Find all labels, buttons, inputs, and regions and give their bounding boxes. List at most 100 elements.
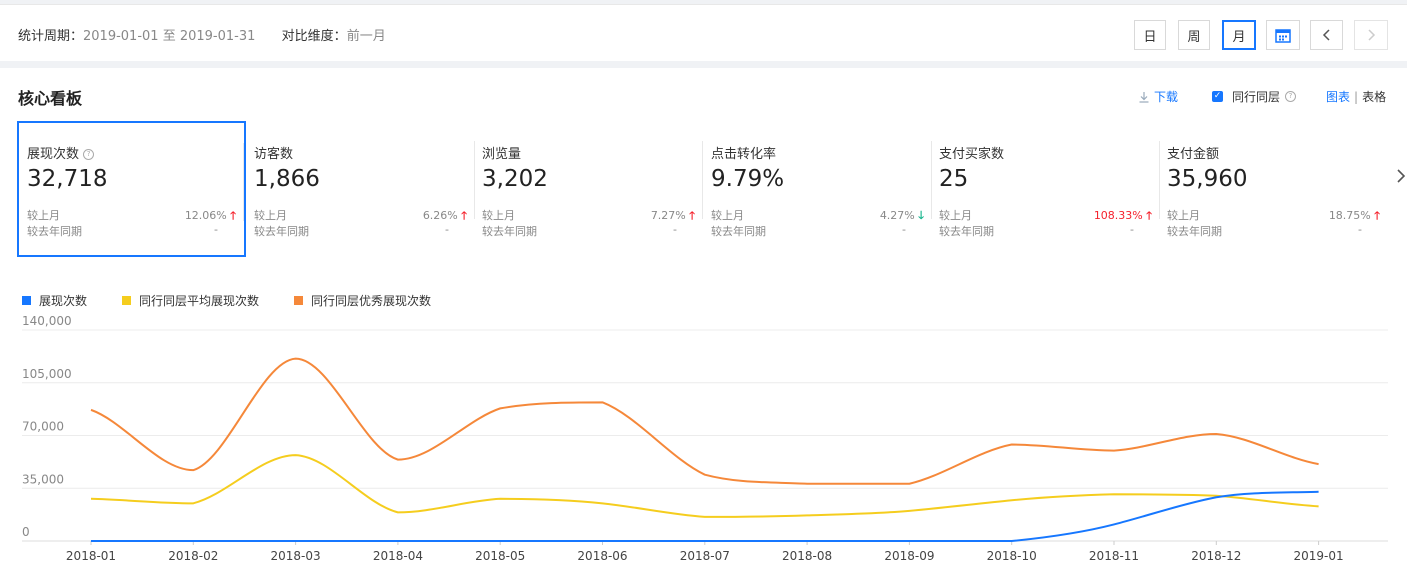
metric-value: 25 <box>939 166 969 192</box>
metric-value: 9.79% <box>711 166 785 192</box>
download-label: 下载 <box>1154 90 1179 104</box>
view-separator: | <box>1354 89 1359 104</box>
week-label: 周 <box>1187 29 1201 45</box>
yoy-label: 较去年同期 <box>1167 225 1222 238</box>
y-tick-label: 140,000 <box>22 314 72 328</box>
legend-label: 展现次数 <box>39 294 88 308</box>
compare-label: 对比维度： <box>281 29 347 44</box>
card-divider <box>474 141 475 219</box>
yoy-change: - <box>673 223 677 236</box>
prev-period-button[interactable] <box>1310 20 1343 50</box>
mom-change: 4.27% 🡓 <box>880 207 924 226</box>
metric-card[interactable]: 点击转化率 9.79% 较上月较去年同期 4.27% 🡓 - <box>703 121 932 257</box>
metric-card[interactable]: 展现次数 ? 32,718 较上月 较去年同期 12.06% 🡑 - <box>17 121 246 257</box>
metric-name-text: 浏览量 <box>482 147 522 162</box>
metric-value: 3,202 <box>482 166 548 192</box>
card-divider <box>702 141 703 219</box>
x-tick-label: 2018-08 <box>782 549 832 563</box>
metric-name: 访客数 <box>254 143 293 162</box>
view-chart-tab[interactable]: 图表 <box>1326 90 1351 104</box>
metric-name: 支付买家数 <box>939 143 1004 162</box>
legend-item[interactable]: 展现次数 <box>22 292 87 309</box>
mom-label: 较上月 <box>711 209 744 222</box>
arrow-up-icon: 🡑 <box>1146 209 1152 222</box>
mom-label: 较上月 <box>482 209 515 222</box>
next-metrics-button[interactable] <box>1396 168 1406 189</box>
mom-label: 较上月 <box>939 209 972 222</box>
metric-card[interactable]: 支付金额 35,960 较上月 较去年同期 18.75% 🡑 - <box>1159 121 1388 257</box>
x-tick-label: 2018-03 <box>271 549 321 563</box>
y-tick-label: 35,000 <box>22 472 64 486</box>
metric-name-text: 点击转化率 <box>711 147 777 162</box>
week-button[interactable]: 周 <box>1178 20 1210 50</box>
mom-change: 18.75% 🡑 <box>1329 207 1380 226</box>
compare-value: 前一月 <box>346 29 386 44</box>
yoy-change: - <box>214 223 218 236</box>
calendar-button[interactable] <box>1266 20 1300 50</box>
card-divider <box>931 141 932 219</box>
yoy-label: 较去年同期 <box>711 225 766 238</box>
series-line-2 <box>90 357 1319 485</box>
metric-name-text: 访客数 <box>254 147 294 162</box>
series-line-1 <box>90 454 1319 518</box>
arrow-up-icon: 🡑 <box>461 209 467 222</box>
view-table-tab[interactable]: 表格 <box>1362 90 1387 104</box>
x-tick-label: 2018-05 <box>475 549 525 563</box>
day-label: 日 <box>1143 29 1157 45</box>
download-icon <box>1139 91 1149 103</box>
mom-change-value: 6.26% <box>422 209 458 222</box>
chevron-right-icon <box>1368 29 1376 41</box>
metric-value: 32,718 <box>27 166 108 192</box>
impressions-line-chart: 0 35,000 70,000 105,000 140,000 2018-01 2018-0… <box>22 314 1388 563</box>
metric-card[interactable]: 支付买家数 25 较上月 较去年同期 108.33% 🡑 - <box>931 121 1160 257</box>
x-tick-label: 2018-10 <box>987 549 1037 563</box>
period-label: 统计周期： <box>18 29 84 44</box>
board-title: 核心看板 <box>18 89 83 108</box>
metric-card[interactable]: 浏览量 3,202 较上月较去年同期 7.27% 🡑 - <box>474 121 703 257</box>
mom-change: 12.06% 🡑 <box>185 207 236 226</box>
metric-name-text: 支付金额 <box>1167 147 1220 162</box>
mom-change-value: 7.27% <box>650 209 686 222</box>
x-tick-label: 2018-04 <box>373 549 423 563</box>
legend-swatch <box>22 296 31 305</box>
x-tick-label: 2018-02 <box>168 549 218 563</box>
yoy-change: - <box>1358 223 1362 236</box>
x-tick-label: 2018-09 <box>884 549 934 563</box>
yoy-label: 较去年同期 <box>939 225 994 238</box>
yoy-change: - <box>902 223 906 236</box>
core-board-panel: 核心看板 下载 ✓ 同行同层 ? 图表 | 表格 展现次数 ? 32,718 较上月… <box>0 68 1407 568</box>
legend-item[interactable]: 同行同层平均展现次数 <box>122 292 259 309</box>
download-button[interactable]: 下载 <box>1138 88 1178 105</box>
yoy-change: - <box>445 223 449 236</box>
mom-label: 较上月 <box>254 209 287 222</box>
help-icon[interactable]: ? <box>1285 91 1297 102</box>
metric-name: 支付金额 <box>1167 143 1219 162</box>
arrow-down-icon: 🡓 <box>918 209 924 222</box>
legend-swatch <box>122 296 131 305</box>
mom-change-value: 108.33% <box>1093 209 1143 222</box>
day-button[interactable]: 日 <box>1134 20 1166 50</box>
x-tick-label: 2018-01 <box>66 549 116 563</box>
metric-name-text: 展现次数 <box>27 147 80 162</box>
mom-change: 7.27% 🡑 <box>651 207 695 226</box>
month-button[interactable]: 月 <box>1222 20 1256 50</box>
peer-toggle[interactable]: ✓ 同行同层 ? <box>1212 88 1297 105</box>
month-label: 月 <box>1232 29 1246 45</box>
legend-label: 同行同层平均展现次数 <box>139 294 260 308</box>
view-switch: 图表 | 表格 <box>1326 88 1386 105</box>
x-tick-label: 2019-01 <box>1294 549 1344 563</box>
peer-label: 同行同层 <box>1232 90 1281 104</box>
y-tick-label: 70,000 <box>22 420 64 434</box>
metric-name: 浏览量 <box>482 143 521 162</box>
mom-change-value: 4.27% <box>879 209 915 222</box>
legend-item[interactable]: 同行同层优秀展现次数 <box>294 292 431 309</box>
help-icon[interactable]: ? <box>83 149 95 160</box>
peer-checkbox[interactable]: ✓ <box>1212 91 1223 102</box>
yoy-label: 较去年同期 <box>482 225 537 238</box>
mom-label: 较上月 <box>27 209 60 222</box>
chevron-right-icon <box>1397 169 1406 183</box>
next-period-button[interactable] <box>1354 20 1388 50</box>
card-divider <box>1159 141 1160 219</box>
x-tick-label: 2018-12 <box>1191 549 1241 563</box>
metric-card[interactable]: 访客数 1,866 较上月 较去年同期 6.26% 🡑 - <box>246 121 475 257</box>
